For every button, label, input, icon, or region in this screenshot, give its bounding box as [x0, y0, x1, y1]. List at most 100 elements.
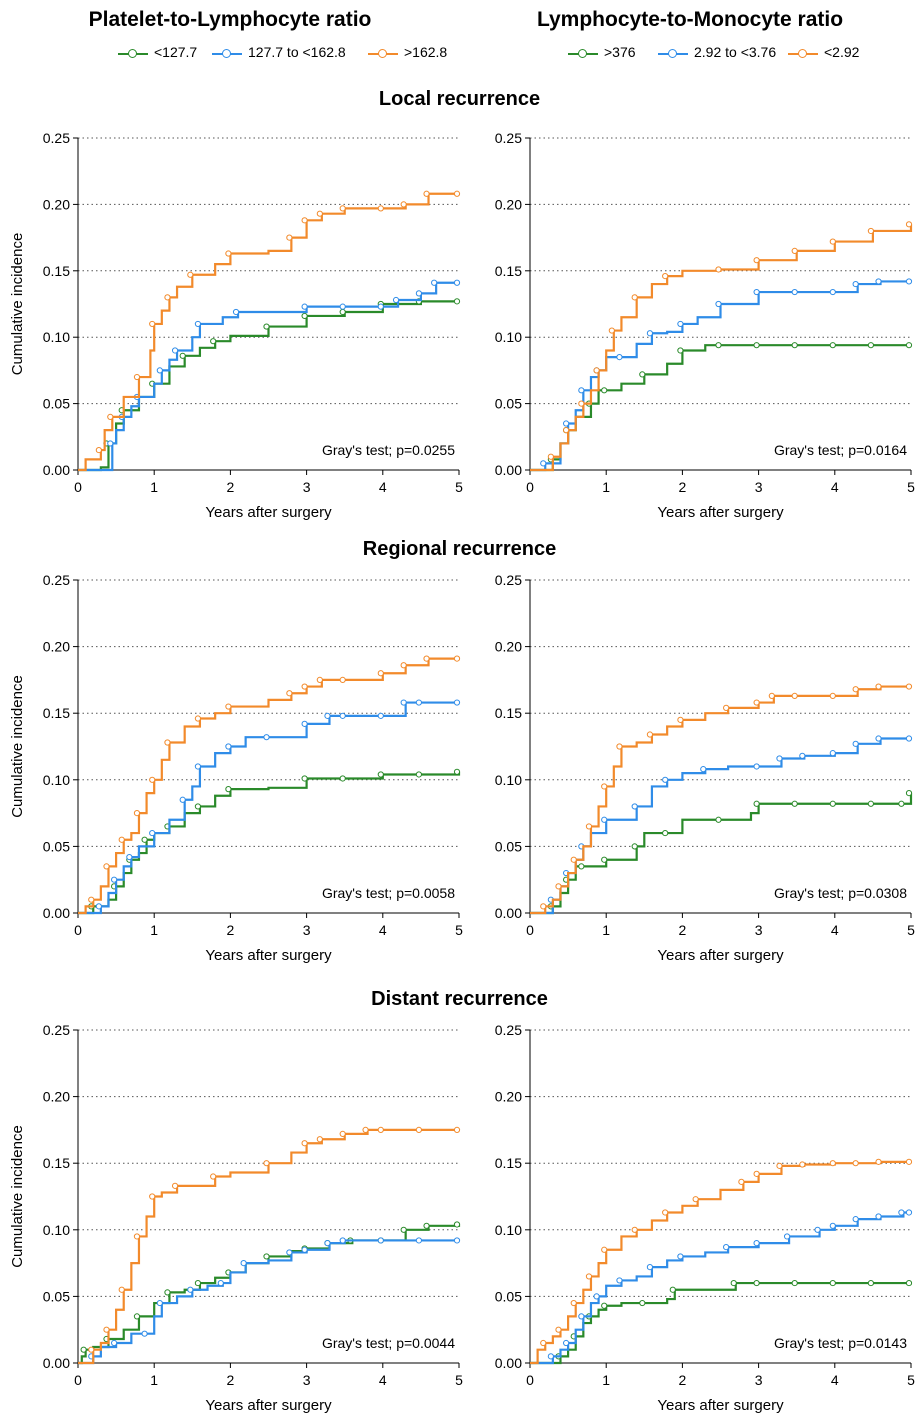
censor-marker — [853, 687, 858, 692]
censor-marker — [378, 671, 383, 676]
censor-marker — [899, 801, 904, 806]
censor-marker — [678, 321, 683, 326]
x-tick-label: 0 — [74, 479, 82, 495]
x-tick-label: 2 — [679, 479, 687, 495]
censor-marker — [564, 421, 569, 426]
censor-marker — [134, 1314, 139, 1319]
censor-marker — [127, 854, 132, 859]
censor-marker — [579, 1314, 584, 1319]
censor-marker — [81, 1347, 86, 1352]
censor-marker — [663, 274, 668, 279]
censor-marker — [108, 414, 113, 419]
censor-marker — [556, 1327, 561, 1332]
censor-marker — [340, 1238, 345, 1243]
censor-marker — [416, 1238, 421, 1243]
censor-marker — [424, 191, 429, 196]
x-tick-label: 3 — [303, 922, 311, 938]
x-tick-label: 4 — [379, 1372, 387, 1388]
censor-marker — [89, 897, 94, 902]
censor-marker — [632, 1227, 637, 1232]
censor-marker — [754, 1171, 759, 1176]
censor-marker — [586, 824, 591, 829]
censor-marker — [226, 704, 231, 709]
y-tick-label: 0.05 — [43, 838, 70, 854]
censor-marker — [670, 1287, 675, 1292]
censor-marker — [211, 339, 216, 344]
y-axis-label: Cumulative incidence — [9, 1125, 26, 1268]
y-tick-label: 0.00 — [495, 1355, 522, 1371]
censor-marker — [876, 1214, 881, 1219]
y-tick-label: 0.05 — [495, 396, 522, 412]
censor-marker — [548, 1354, 553, 1359]
x-tick-label: 0 — [526, 1372, 534, 1388]
censor-marker — [317, 1137, 322, 1142]
censor-marker — [906, 279, 911, 284]
grays-test-annotation: Gray's test; p=0.0044 — [322, 1335, 455, 1351]
censor-marker — [264, 324, 269, 329]
censor-marker — [792, 248, 797, 253]
censor-marker — [302, 684, 307, 689]
censor-marker — [134, 374, 139, 379]
y-tick-label: 0.05 — [495, 1288, 522, 1304]
censor-marker — [815, 1227, 820, 1232]
censor-marker — [211, 1174, 216, 1179]
x-tick-label: 1 — [150, 922, 158, 938]
censor-marker — [302, 776, 307, 781]
censor-marker — [716, 267, 721, 272]
censor-marker — [754, 1241, 759, 1246]
censor-marker — [454, 280, 459, 285]
y-tick-label: 0.25 — [43, 572, 70, 588]
censor-marker — [264, 735, 269, 740]
censor-marker — [716, 301, 721, 306]
x-axis-label: Years after surgery — [657, 504, 784, 521]
censor-marker — [302, 1141, 307, 1146]
censor-marker — [754, 343, 759, 348]
censor-marker — [363, 1127, 368, 1132]
censor-marker — [454, 1222, 459, 1227]
y-tick-label: 0.15 — [495, 263, 522, 279]
censor-marker — [165, 740, 170, 745]
censor-marker — [287, 235, 292, 240]
censor-marker — [647, 732, 652, 737]
censor-marker — [853, 1161, 858, 1166]
censor-marker — [571, 1300, 576, 1305]
x-tick-label: 4 — [379, 479, 387, 495]
grays-test-annotation: Gray's test; p=0.0143 — [774, 1335, 907, 1351]
censor-marker — [317, 211, 322, 216]
series-line — [78, 703, 459, 913]
series-line — [530, 1283, 911, 1363]
x-tick-label: 1 — [150, 1372, 158, 1388]
censor-marker — [195, 1280, 200, 1285]
x-tick-label: 5 — [907, 922, 915, 938]
x-axis-label: Years after surgery — [205, 1397, 332, 1414]
censor-marker — [640, 1300, 645, 1305]
censor-marker — [716, 343, 721, 348]
censor-marker — [678, 348, 683, 353]
censor-marker — [150, 777, 155, 782]
censor-marker — [678, 717, 683, 722]
censor-marker — [602, 817, 607, 822]
censor-marker — [830, 343, 835, 348]
x-tick-label: 4 — [831, 479, 839, 495]
censor-marker — [393, 297, 398, 302]
censor-marker — [340, 309, 345, 314]
series-line — [530, 687, 911, 913]
censor-marker — [302, 218, 307, 223]
y-tick-label: 0.00 — [43, 905, 70, 921]
censor-marker — [340, 304, 345, 309]
x-tick-label: 4 — [379, 922, 387, 938]
censor-marker — [777, 756, 782, 761]
y-tick-label: 0.10 — [495, 772, 522, 788]
censor-marker — [157, 1300, 162, 1305]
censor-marker — [226, 251, 231, 256]
y-tick-label: 0.05 — [495, 838, 522, 854]
censor-marker — [104, 1327, 109, 1332]
censor-marker — [541, 1340, 546, 1345]
censor-marker — [416, 772, 421, 777]
censor-marker — [378, 1238, 383, 1243]
censor-marker — [340, 1131, 345, 1136]
series-line — [78, 659, 459, 913]
censor-marker — [830, 1280, 835, 1285]
y-axis-label: Cumulative incidence — [9, 233, 26, 376]
